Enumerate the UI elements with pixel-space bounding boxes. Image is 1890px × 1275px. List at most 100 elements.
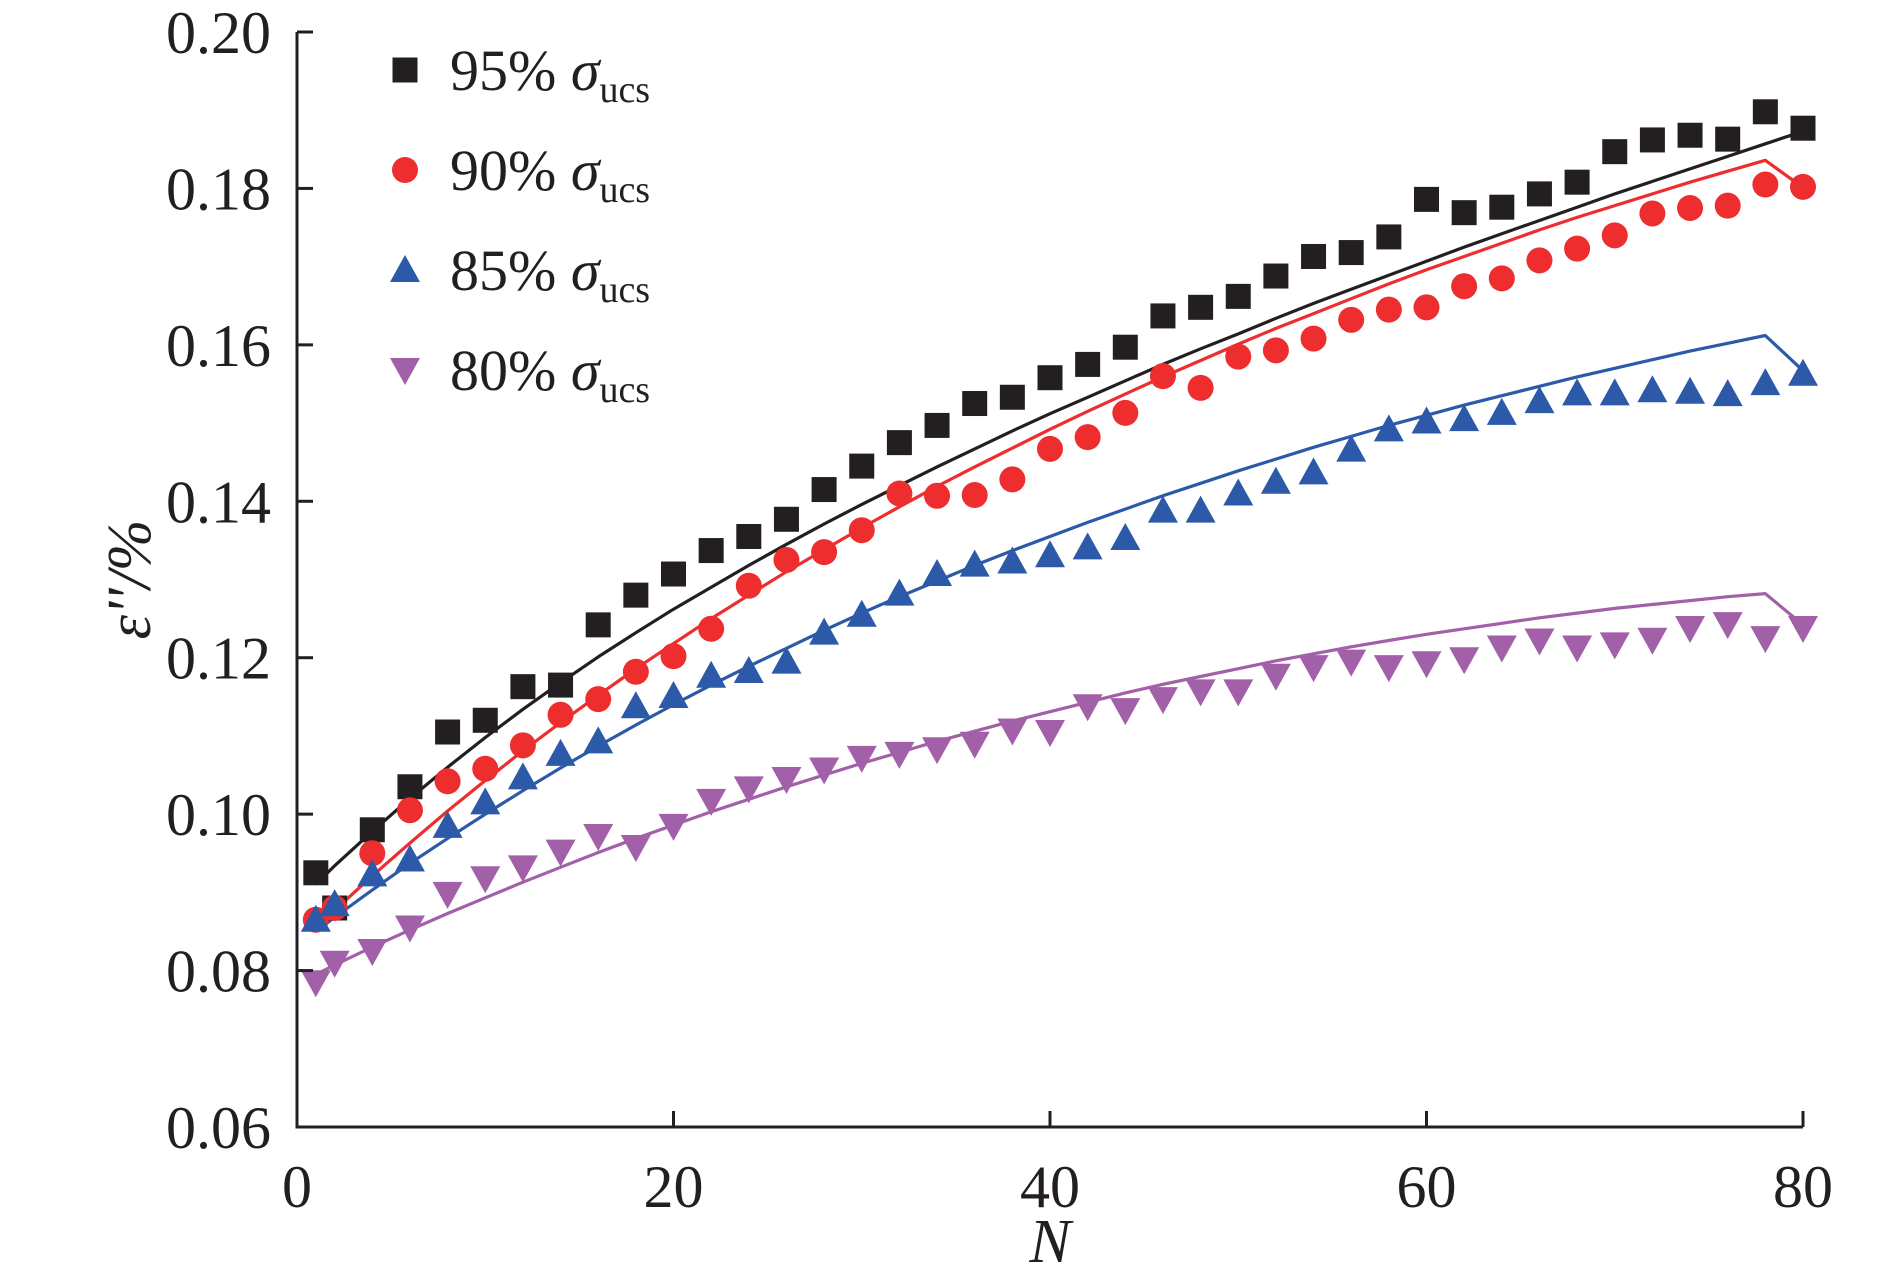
data-point bbox=[1188, 294, 1214, 320]
data-point bbox=[1451, 273, 1478, 300]
data-point bbox=[1110, 523, 1141, 551]
data-point bbox=[1150, 303, 1176, 329]
data-point bbox=[1524, 628, 1555, 656]
data-point bbox=[397, 774, 423, 800]
data-point bbox=[1225, 283, 1251, 309]
data-point bbox=[1790, 115, 1816, 141]
data-point bbox=[1639, 200, 1666, 227]
data-point bbox=[435, 719, 461, 745]
data-point bbox=[809, 757, 840, 785]
data-point bbox=[811, 477, 837, 503]
data-point bbox=[507, 855, 538, 883]
data-point bbox=[997, 718, 1028, 746]
data-point bbox=[1298, 655, 1329, 683]
data-point bbox=[999, 466, 1026, 493]
data-point bbox=[585, 612, 611, 638]
data-point bbox=[1185, 495, 1216, 523]
data-point bbox=[1072, 532, 1103, 560]
data-point bbox=[1712, 612, 1743, 640]
data-point bbox=[359, 840, 386, 867]
data-point bbox=[1376, 224, 1402, 250]
data-point bbox=[1790, 173, 1816, 200]
data-point bbox=[319, 889, 350, 917]
x-tick-label: 0 bbox=[282, 1154, 312, 1220]
data-point bbox=[1147, 495, 1178, 523]
data-point bbox=[545, 738, 576, 766]
x-tick-label: 80 bbox=[1773, 1154, 1833, 1220]
data-point bbox=[472, 755, 499, 782]
data-point bbox=[357, 859, 388, 887]
data-point bbox=[658, 681, 689, 709]
data-point bbox=[396, 797, 423, 824]
data-point bbox=[771, 766, 802, 794]
data-point bbox=[548, 672, 574, 698]
data-point bbox=[1298, 457, 1329, 485]
y-tick-label: 0.16 bbox=[166, 313, 271, 379]
data-point bbox=[583, 824, 614, 852]
data-point bbox=[886, 480, 913, 507]
data-point bbox=[1715, 126, 1741, 152]
data-point bbox=[1411, 651, 1442, 679]
data-point bbox=[771, 646, 802, 674]
data-point bbox=[661, 561, 686, 587]
data-point bbox=[959, 549, 990, 577]
data-point bbox=[1564, 235, 1591, 262]
data-point bbox=[696, 660, 727, 688]
data-point bbox=[300, 970, 331, 998]
data-point bbox=[811, 539, 838, 566]
data-point bbox=[773, 506, 799, 532]
legend-marker bbox=[392, 157, 418, 183]
data-point bbox=[660, 643, 687, 670]
data-point bbox=[1714, 192, 1741, 219]
data-point bbox=[959, 731, 990, 759]
data-point bbox=[1449, 404, 1480, 432]
data-point bbox=[1336, 649, 1367, 677]
legend-label: 95% σucs bbox=[450, 38, 650, 111]
data-point bbox=[1338, 240, 1364, 266]
data-point bbox=[1637, 627, 1668, 655]
data-point bbox=[1300, 325, 1327, 352]
data-point bbox=[1486, 397, 1517, 425]
data-point bbox=[1413, 294, 1440, 321]
data-point bbox=[735, 572, 762, 599]
data-point bbox=[849, 453, 875, 479]
data-point bbox=[1223, 679, 1254, 707]
x-axis-title: N bbox=[1028, 1208, 1074, 1275]
data-point bbox=[547, 701, 574, 728]
data-point bbox=[585, 686, 612, 713]
data-point bbox=[1301, 243, 1327, 269]
data-point bbox=[1336, 434, 1367, 462]
data-point bbox=[922, 559, 953, 587]
data-point bbox=[359, 817, 385, 843]
data-point bbox=[1788, 358, 1818, 386]
legend-label-subscript: ucs bbox=[599, 369, 650, 411]
y-tick-label: 0.10 bbox=[166, 782, 271, 848]
data-point bbox=[303, 860, 329, 886]
data-point bbox=[1488, 265, 1515, 292]
data-point bbox=[1562, 635, 1593, 663]
data-point bbox=[1564, 169, 1590, 195]
legend-label-prefix: 85% bbox=[450, 238, 571, 303]
y-tick-label: 0.20 bbox=[166, 0, 271, 66]
legend-label-symbol: σ bbox=[571, 238, 602, 303]
data-point bbox=[846, 745, 877, 773]
data-point bbox=[733, 656, 764, 684]
legend-label-subscript: ucs bbox=[599, 69, 650, 111]
data-point bbox=[733, 776, 764, 804]
data-point bbox=[886, 430, 912, 456]
data-point bbox=[848, 517, 875, 544]
data-point bbox=[922, 737, 953, 765]
legend-marker bbox=[390, 255, 420, 282]
data-point bbox=[1599, 632, 1630, 660]
y-tick-label: 0.06 bbox=[166, 1095, 271, 1161]
data-point bbox=[962, 391, 988, 417]
data-point bbox=[1373, 655, 1404, 683]
data-point bbox=[623, 582, 649, 608]
data-point bbox=[924, 482, 951, 509]
data-point bbox=[1526, 181, 1552, 207]
x-tick-label: 40 bbox=[1020, 1154, 1080, 1220]
data-point bbox=[300, 904, 331, 932]
data-point bbox=[1637, 375, 1668, 403]
data-point bbox=[583, 726, 614, 754]
